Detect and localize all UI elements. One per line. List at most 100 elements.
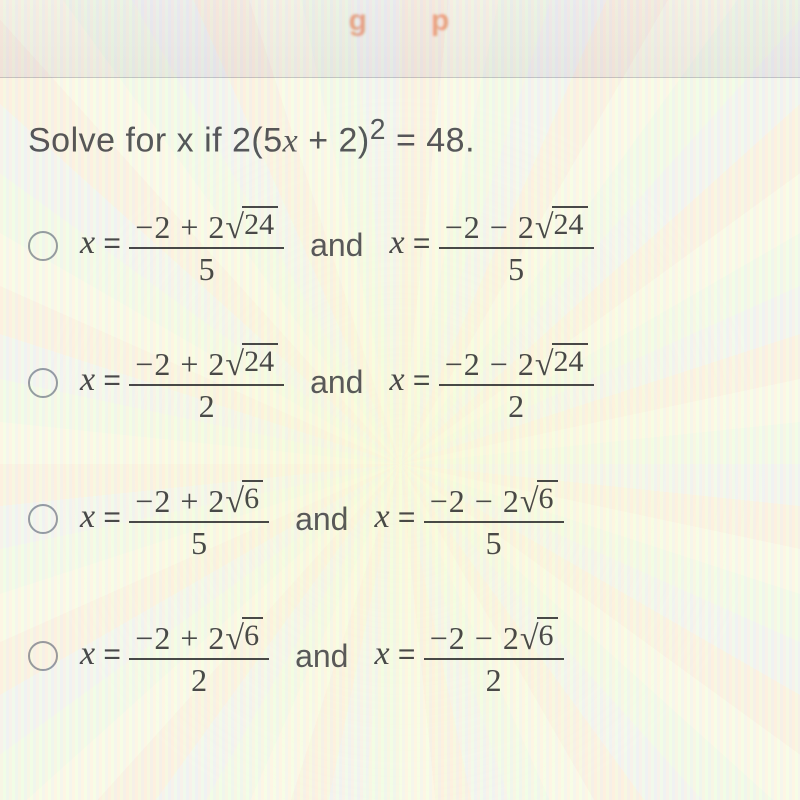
prompt-exponent: 2 [370, 114, 386, 146]
radio-button[interactable] [28, 504, 58, 534]
denominator: 5 [185, 525, 213, 561]
numerator: −2 − 2√6 [424, 615, 564, 656]
fraction-bar [129, 247, 284, 249]
equals-sign: = [390, 501, 424, 534]
answer-option[interactable]: x = −2 + 2√242andx = −2 − 2√242 [28, 341, 772, 424]
numerator-text: −2 − 2 [445, 209, 535, 245]
equals-sign: = [405, 364, 439, 397]
numerator-text: −2 − 2 [445, 346, 535, 382]
denominator: 5 [193, 251, 221, 287]
numerator: −2 − 2√24 [439, 204, 594, 245]
radicand: 24 [552, 206, 588, 241]
equation-left: x = −2 + 2√24 2 [80, 341, 284, 424]
radicand: 6 [242, 480, 263, 515]
variable-x: x [80, 361, 95, 398]
square-root: √6 [520, 617, 558, 652]
square-root: √6 [225, 617, 263, 652]
fraction: −2 − 2√242 [439, 341, 594, 424]
square-root: √24 [535, 206, 588, 241]
radicand: 6 [537, 480, 558, 515]
radicand: 24 [242, 343, 278, 378]
equals-sign: = [95, 364, 129, 397]
prompt-variable-x: x [283, 122, 299, 159]
numerator-text: −2 + 2 [135, 620, 225, 656]
equals-sign: = [95, 501, 129, 534]
cropped-header: g p [0, 0, 800, 78]
prompt-text-3: = 48. [386, 121, 475, 159]
equation-left: x = −2 + 2√245 [80, 204, 284, 287]
numerator: −2 − 2√24 [439, 341, 594, 382]
square-root: √6 [225, 480, 263, 515]
radicand: 24 [552, 343, 588, 378]
prompt-text-1: Solve for x if 2(5 [28, 121, 283, 159]
answer-option[interactable]: x = −2 + 2√245andx = −2 − 2√245 [28, 204, 772, 287]
square-root: √24 [225, 343, 278, 378]
radio-button[interactable] [28, 641, 58, 671]
equals-sign: = [95, 228, 129, 261]
variable-x: x [389, 225, 404, 262]
numerator: −2 + 2√24 [129, 341, 284, 382]
equals-sign: = [95, 638, 129, 671]
numerator-text: −2 + 2 [135, 209, 225, 245]
fraction: −2 + 2√6 5 [129, 478, 269, 561]
fraction: −2 + 2√245 [129, 204, 284, 287]
equation-left: x = −2 + 2√6 2 [80, 615, 269, 698]
numerator: −2 + 2√6 [129, 478, 269, 519]
header-text-fragment: g p [349, 4, 452, 38]
radio-button[interactable] [28, 231, 58, 261]
fraction: −2 − 2√6 2 [424, 615, 564, 698]
equation-left: x = −2 + 2√6 5 [80, 478, 269, 561]
denominator: 5 [480, 525, 508, 561]
and-label: and [304, 227, 369, 264]
fraction: −2 − 2√245 [439, 204, 594, 287]
answer-option[interactable]: x = −2 + 2√62andx = −2 − 2√62 [28, 615, 772, 698]
radicand: 24 [242, 206, 278, 241]
and-label: and [289, 501, 354, 538]
variable-x: x [374, 498, 389, 535]
fraction: −2 − 2√6 5 [424, 478, 564, 561]
options-list: x = −2 + 2√245andx = −2 − 2√245x = −2 + … [28, 204, 772, 697]
fraction-bar [439, 247, 594, 249]
solution-pair: x = −2 + 2√62andx = −2 − 2√62 [80, 615, 564, 698]
square-root: √24 [535, 343, 588, 378]
prompt-text-2: + 2) [298, 121, 369, 159]
radicand: 6 [537, 617, 558, 652]
variable-x: x [80, 498, 95, 535]
and-label: and [304, 364, 369, 401]
solution-pair: x = −2 + 2√242andx = −2 − 2√242 [80, 341, 594, 424]
question-prompt: Solve for x if 2(5x + 2)2 = 48. [28, 114, 772, 160]
variable-x: x [374, 635, 389, 672]
variable-x: x [389, 361, 404, 398]
fraction-bar [424, 658, 564, 660]
radicand: 6 [242, 617, 263, 652]
equation-right: x = −2 − 2√6 5 [374, 478, 563, 561]
numerator: −2 + 2√6 [129, 615, 269, 656]
denominator: 2 [502, 388, 530, 424]
equation-right: x = −2 − 2√245 [389, 204, 593, 287]
numerator: −2 − 2√6 [424, 478, 564, 519]
solution-pair: x = −2 + 2√245andx = −2 − 2√245 [80, 204, 594, 287]
fraction: −2 + 2√24 2 [129, 341, 284, 424]
square-root: √6 [520, 480, 558, 515]
fraction-bar [439, 384, 594, 386]
fraction-bar [129, 658, 269, 660]
answer-option[interactable]: x = −2 + 2√65andx = −2 − 2√65 [28, 478, 772, 561]
equation-right: x = −2 − 2√242 [389, 341, 593, 424]
square-root: √24 [225, 206, 278, 241]
fraction-bar [129, 384, 284, 386]
denominator: 2 [193, 388, 221, 424]
variable-x: x [80, 225, 95, 262]
equals-sign: = [405, 228, 439, 261]
denominator: 2 [480, 662, 508, 698]
variable-x: x [80, 635, 95, 672]
numerator-text: −2 − 2 [430, 483, 520, 519]
question-body: Solve for x if 2(5x + 2)2 = 48. x = −2 +… [0, 78, 800, 772]
denominator: 2 [185, 662, 213, 698]
numerator: −2 + 2√24 [129, 204, 284, 245]
fraction-bar [129, 521, 269, 523]
numerator-text: −2 − 2 [430, 620, 520, 656]
equation-right: x = −2 − 2√62 [374, 615, 563, 698]
fraction: −2 + 2√6 2 [129, 615, 269, 698]
solution-pair: x = −2 + 2√65andx = −2 − 2√65 [80, 478, 564, 561]
radio-button[interactable] [28, 368, 58, 398]
